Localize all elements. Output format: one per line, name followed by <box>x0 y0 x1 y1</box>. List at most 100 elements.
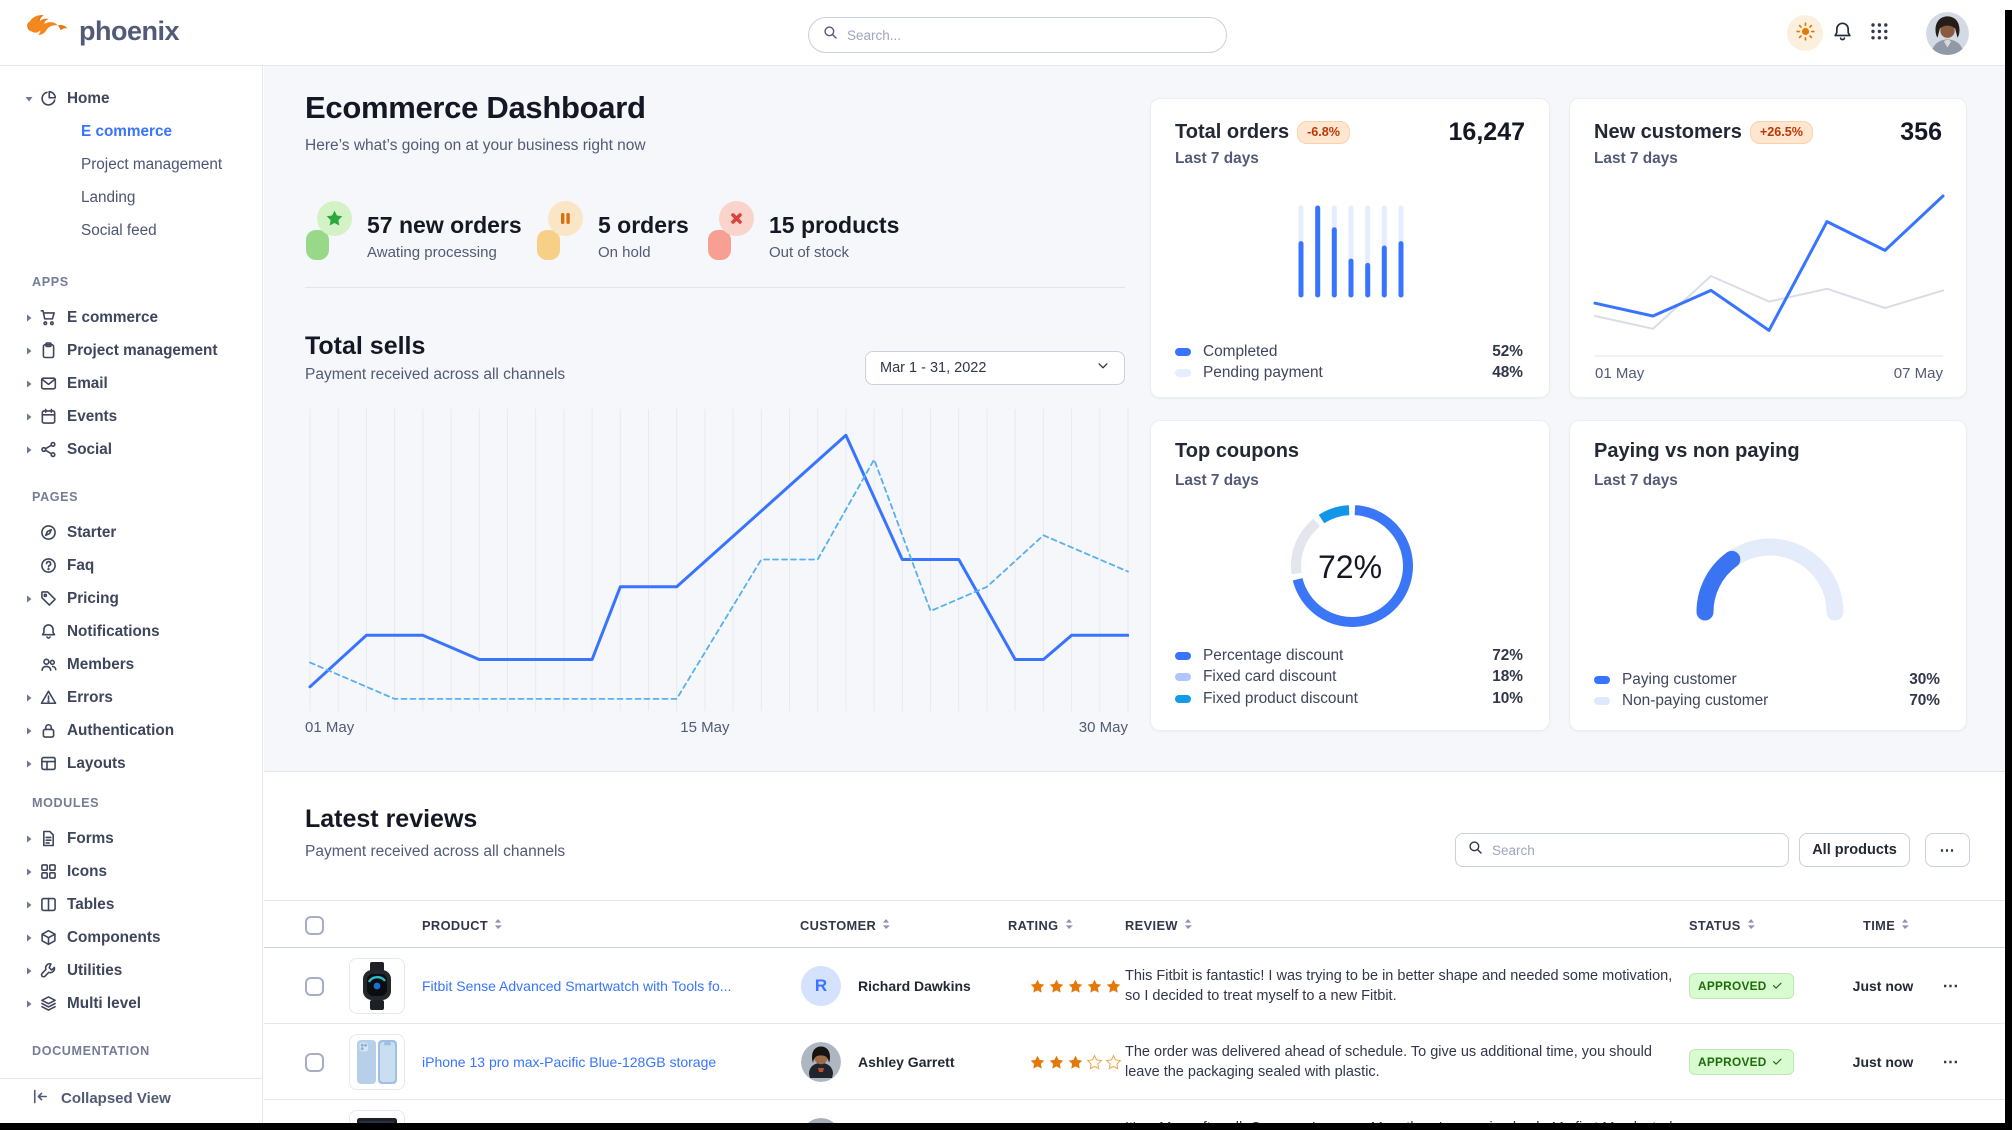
table-header-row: PRODUCT CUSTOMER RATING REVIEW STATUS TIME <box>264 900 2012 948</box>
caret-right-icon <box>24 412 36 422</box>
customer-name: Richard Dawkins <box>858 978 971 994</box>
sidebar-item-email[interactable]: Email <box>0 367 262 400</box>
sidebar-item-notifications[interactable]: Notifications <box>0 615 262 648</box>
paying-gauge-chart <box>1696 538 1844 621</box>
notifications-button[interactable] <box>1824 15 1860 51</box>
review-time: Just now <box>1852 1054 1914 1070</box>
card-subtitle: Last 7 days <box>1594 472 1678 489</box>
star-empty-icon <box>1105 1053 1122 1070</box>
sidebar-item-home[interactable]: Home <box>0 82 262 115</box>
donut-center-value: 72% <box>1317 549 1383 585</box>
sidebar-item-project-management[interactable]: Project management <box>0 148 262 181</box>
legend-chip <box>1175 347 1191 356</box>
card-subtitle: Last 7 days <box>1175 472 1259 489</box>
brand-logo[interactable]: phoenix <box>27 12 180 51</box>
sidebar-item-e-commerce[interactable]: E commerce <box>0 301 262 334</box>
search-input[interactable] <box>847 27 1212 43</box>
legend-value: 52% <box>1492 342 1523 360</box>
sidebar-item-label: Home <box>67 89 110 107</box>
card-subtitle: Last 7 days <box>1594 150 1678 167</box>
sidebar-item-social-feed[interactable]: Social feed <box>0 214 262 247</box>
sidebar-item-e-commerce[interactable]: E commerce <box>0 115 262 148</box>
collapse-view-label: Collapsed View <box>61 1090 171 1107</box>
caret-right-icon <box>24 759 36 769</box>
phoenix-bird-icon <box>27 12 69 51</box>
collapse-view-toggle[interactable]: Collapsed View <box>0 1078 262 1130</box>
sidebar-item-utilities[interactable]: Utilities <box>0 954 262 987</box>
column-header-time[interactable]: TIME <box>1863 901 1910 949</box>
sort-icon <box>1901 918 1910 933</box>
card-value: 356 <box>1900 118 1942 146</box>
nine-dots-icon <box>1870 22 1889 44</box>
sidebar-item-layouts[interactable]: Layouts <box>0 747 262 780</box>
sidebar-item-label: Authentication <box>67 721 175 739</box>
row-more-button[interactable]: ⋯ <box>1942 1054 1960 1071</box>
column-label: CUSTOMER <box>800 917 877 933</box>
app-launcher-button[interactable] <box>1861 15 1897 51</box>
sidebar-item-members[interactable]: Members <box>0 648 262 681</box>
select-all-checkbox[interactable] <box>305 915 324 935</box>
sidebar-item-landing[interactable]: Landing <box>0 181 262 214</box>
column-header-rating[interactable]: RATING <box>1008 901 1073 949</box>
share-icon <box>40 441 57 458</box>
sidebar-item-components[interactable]: Components <box>0 921 262 954</box>
legend-value: 70% <box>1909 692 1940 710</box>
vertical-scrollbar[interactable] <box>2005 10 2012 1130</box>
column-header-review[interactable]: REVIEW <box>1125 901 1192 949</box>
legend-chip <box>1594 675 1610 684</box>
horizontal-scrollbar[interactable] <box>0 1123 2012 1130</box>
svg-text:30 May: 30 May <box>1079 719 1129 736</box>
legend-label: Completed <box>1203 342 1278 360</box>
sidebar-item-starter[interactable]: Starter <box>0 516 262 549</box>
sidebar-item-faq[interactable]: Faq <box>0 549 262 582</box>
sidebar-item-label: Social <box>67 440 113 458</box>
stat-value: 5 orders <box>598 212 689 238</box>
sidebar-item-multi-level[interactable]: Multi level <box>0 987 262 1020</box>
trend-badge: -6.8% <box>1297 121 1350 144</box>
sidebar-item-label: Layouts <box>67 754 126 772</box>
product-link[interactable]: iPhone 13 pro max-Pacific Blue-128GB sto… <box>422 1054 717 1070</box>
column-header-customer[interactable]: CUSTOMER <box>800 901 891 949</box>
sidebar-section-pages: PAGES <box>32 490 79 504</box>
sidebar-item-project-management[interactable]: Project management <box>0 334 262 367</box>
product-link[interactable]: Fitbit Sense Advanced Smartwatch with To… <box>422 978 732 994</box>
legend-value: 30% <box>1909 670 1940 688</box>
reviews-search-input[interactable] <box>1492 842 1776 858</box>
sidebar-item-forms[interactable]: Forms <box>0 822 262 855</box>
all-products-button[interactable]: All products <box>1799 833 1910 867</box>
column-label: REVIEW <box>1125 917 1178 933</box>
sort-icon <box>1065 918 1073 933</box>
caret-right-icon <box>24 999 36 1009</box>
profile-avatar[interactable] <box>1926 11 1969 55</box>
column-header-product[interactable]: PRODUCT <box>422 901 503 949</box>
paying-vs-non-paying-card: Paying vs non paying Last 7 days Paying … <box>1569 420 1967 731</box>
star-filled-icon <box>1030 979 1045 993</box>
theme-toggle-button[interactable] <box>1787 15 1823 51</box>
bell-icon <box>1832 21 1853 45</box>
column-header-status[interactable]: STATUS <box>1689 901 1755 949</box>
date-range-value: Mar 1 - 31, 2022 <box>880 360 987 376</box>
row-more-button[interactable]: ⋯ <box>1942 978 1960 995</box>
sidebar-item-authentication[interactable]: Authentication <box>0 714 262 747</box>
row-checkbox[interactable] <box>305 976 324 996</box>
row-checkbox[interactable] <box>305 1052 324 1072</box>
sidebar-item-label: E commerce <box>81 122 172 140</box>
legend-label: Pending payment <box>1203 364 1323 382</box>
customer-photo-avatar <box>801 1042 841 1082</box>
legend-value: 48% <box>1492 364 1523 382</box>
date-range-select[interactable]: Mar 1 - 31, 2022 <box>865 351 1125 385</box>
card-title: Total orders <box>1175 121 1290 143</box>
sidebar-item-label: Components <box>67 928 161 946</box>
sidebar-item-events[interactable]: Events <box>0 400 262 433</box>
star-filled-icon <box>1106 979 1121 993</box>
sidebar-item-pricing[interactable]: Pricing <box>0 582 262 615</box>
stat-label: Out of stock <box>769 244 850 261</box>
stat-success: 57 new orders Awating processing <box>305 201 522 261</box>
reviews-more-button[interactable]: ⋯ <box>1925 833 1970 867</box>
top-coupons-legend-item: Fixed product discount 10% <box>1175 688 1523 710</box>
sidebar-item-tables[interactable]: Tables <box>0 888 262 921</box>
sidebar-item-social[interactable]: Social <box>0 433 262 466</box>
sidebar-item-errors[interactable]: Errors <box>0 681 262 714</box>
sidebar-item-icons[interactable]: Icons <box>0 855 262 888</box>
caret-right-icon <box>24 445 36 455</box>
